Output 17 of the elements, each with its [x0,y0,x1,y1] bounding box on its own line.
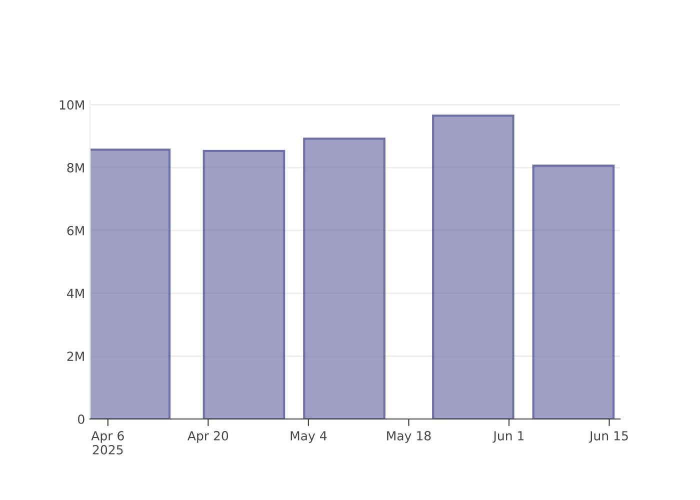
bar [532,164,615,419]
y-tick-label: 2M [67,352,84,361]
bar [303,138,386,419]
x-tick-label: Apr 20 [188,431,228,443]
x-tick-label: May 18 [387,431,431,443]
bar [90,148,171,419]
x-tick-label: Jun 1 [492,431,524,443]
y-tick-label: 10M [60,100,84,110]
y-tick-label: 6M [67,226,84,236]
y-tick-label: 0 [78,414,84,424]
x-tick-label: Jun 15 [588,431,628,443]
y-tick-label: 8M [67,163,84,172]
x-tick-label: Apr 6 2025 [91,431,124,454]
bar [432,114,514,419]
bar [202,150,286,419]
x-tick-label: May 4 [290,431,327,443]
y-tick-label: 4M [67,288,84,298]
